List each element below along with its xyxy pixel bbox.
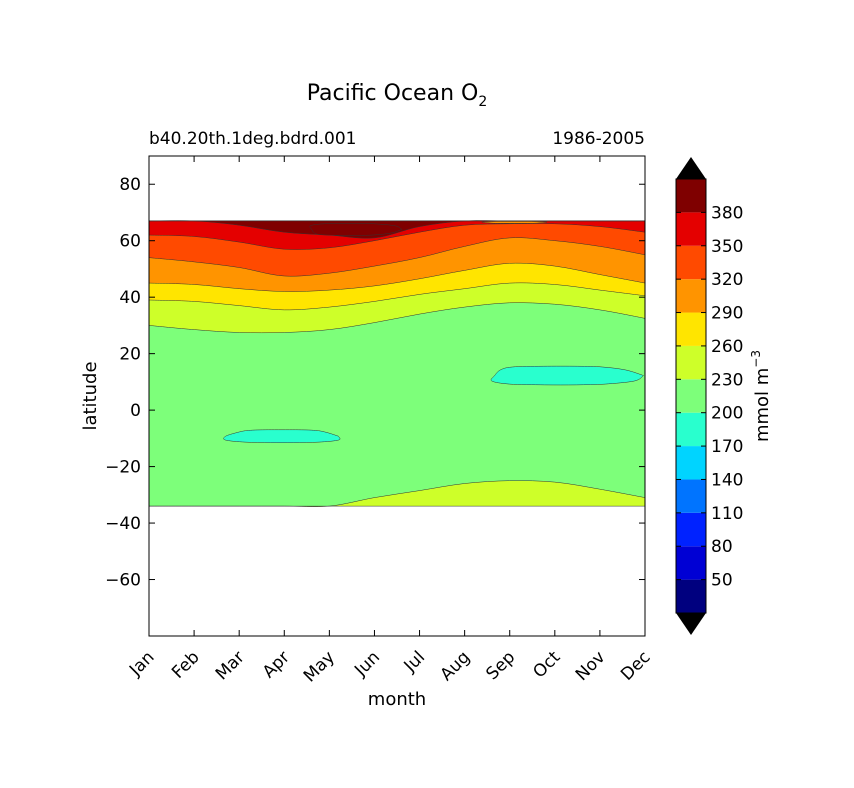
- colorbar-tick-label: 320: [711, 270, 743, 290]
- x-tick-label: Oct: [529, 647, 564, 682]
- y-tick-label: −60: [105, 571, 141, 591]
- colorbar-tick-label: 290: [711, 304, 743, 324]
- colorbar-tick-label: 260: [711, 337, 743, 357]
- colorbar-extend-above: [676, 157, 706, 179]
- x-tick-label: May: [300, 647, 339, 686]
- colorbar-tick-label: 50: [711, 571, 733, 591]
- colorbar-tick-label: 80: [711, 537, 733, 557]
- y-tick-label: 0: [130, 401, 141, 421]
- colorbar-tick-label: 350: [711, 237, 743, 257]
- colorbar-segment: [676, 245, 706, 280]
- colorbar-segment: [676, 412, 706, 447]
- x-tick-label: Dec: [617, 647, 654, 684]
- y-tick-label: −20: [105, 458, 141, 478]
- colorbar-tick-label: 140: [711, 470, 743, 490]
- colorbar-segment: [676, 279, 706, 313]
- x-tick-label: Jul: [400, 647, 429, 676]
- colorbar-tick-label: 110: [711, 504, 743, 524]
- colorbar-tick-label: 170: [711, 437, 743, 457]
- colorbar-tick-label: 380: [711, 203, 743, 223]
- colorbar-tick-label: 230: [711, 370, 743, 390]
- colorbar-frame: [675, 178, 707, 614]
- chart-title: Pacific Ocean O2: [307, 81, 488, 110]
- plot-area: [149, 220, 645, 507]
- x-axis-label: month: [368, 689, 426, 710]
- x-tick-label: Feb: [168, 647, 203, 682]
- colorbar-label: mmol m−3: [749, 350, 773, 442]
- colorbar-segment: [676, 179, 706, 213]
- colorbar-segment: [676, 479, 706, 513]
- colorbar-segment: [676, 546, 706, 580]
- colorbar-segment: [676, 212, 706, 246]
- contour-patch-0: [223, 429, 341, 443]
- x-tick-label: Jan: [125, 647, 158, 680]
- colorbar-extend-below: [676, 613, 706, 635]
- colorbar-segment: [676, 345, 706, 380]
- contour-band-south-230: [149, 480, 645, 507]
- colorbar-segment: [676, 512, 706, 547]
- y-tick-label: 80: [119, 175, 141, 195]
- contour-patch-2: [309, 223, 403, 236]
- y-axis-label: latitude: [80, 361, 101, 430]
- title-subscript: 2: [478, 94, 487, 110]
- y-tick-label: 40: [119, 288, 141, 308]
- colorbar-label-superscript: −3: [749, 350, 763, 368]
- contour-patch-1: [490, 365, 644, 386]
- contour-patch-3: [481, 221, 548, 224]
- x-tick-label: Apr: [259, 647, 294, 682]
- y-tick-label: 20: [119, 345, 141, 365]
- colorbar-segment: [676, 379, 706, 413]
- plot-frame: [148, 155, 646, 637]
- colorbar-tick-label: 200: [711, 404, 743, 424]
- x-tick-label: Mar: [212, 647, 249, 684]
- colorbar: 50 80 110 140 170 200 230 260 290 320 350 380: [675, 157, 743, 635]
- colorbar-segment: [676, 312, 706, 346]
- x-tick-label: Aug: [437, 647, 475, 685]
- subtitle-right: 1986-2005: [552, 129, 645, 149]
- colorbar-segment: [676, 446, 706, 480]
- x-tick-label: Sep: [482, 647, 519, 684]
- x-tick-label: Nov: [572, 647, 610, 685]
- colorbar-segment: [676, 579, 706, 613]
- subtitle-left: b40.20th.1deg.bdrd.001: [149, 129, 356, 149]
- x-tick-label: Jun: [350, 647, 384, 681]
- y-tick-label: −40: [105, 514, 141, 534]
- y-tick-label: 60: [119, 232, 141, 252]
